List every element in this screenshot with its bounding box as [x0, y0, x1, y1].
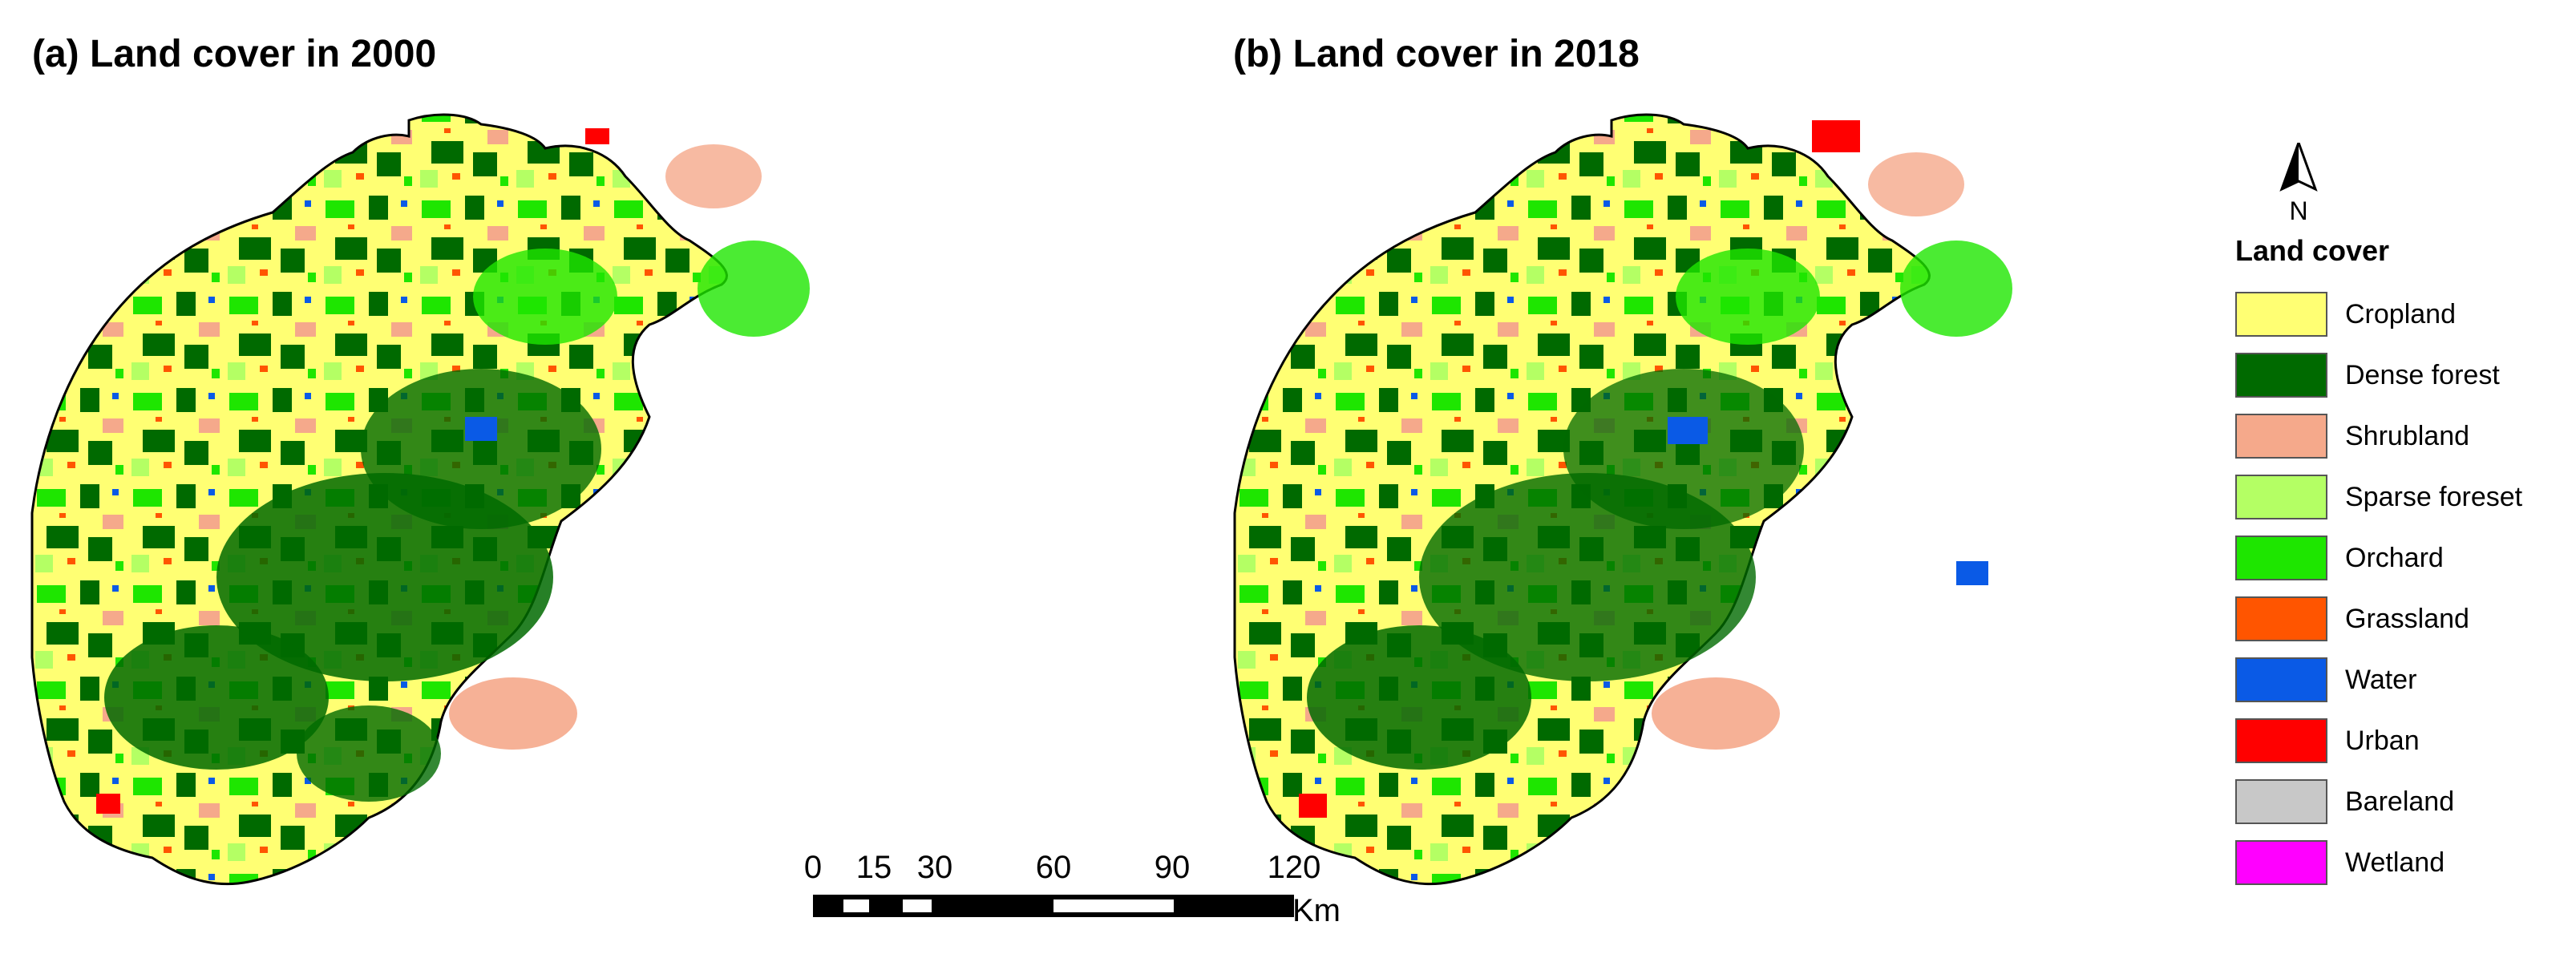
legend-swatch: [2235, 353, 2327, 398]
scale-tick-label: 90: [1154, 850, 1191, 885]
legend-swatch: [2235, 292, 2327, 337]
scale-tick-label: 30: [916, 850, 953, 885]
legend-swatch: [2235, 718, 2327, 763]
legend-item: Bareland: [2235, 771, 2522, 832]
legend-swatch: [2235, 475, 2327, 519]
legend-item: Urban: [2235, 710, 2522, 771]
legend-swatch: [2235, 414, 2327, 459]
legend-item: Orchard: [2235, 528, 2522, 588]
legend-label: Orchard: [2345, 542, 2444, 573]
legend-swatch: [2235, 779, 2327, 824]
legend-item: Water: [2235, 649, 2522, 710]
legend-label: Grassland: [2345, 603, 2469, 634]
map-panel-b: [1233, 113, 2012, 886]
legend-label: Water: [2345, 664, 2417, 695]
scale-unit: Km: [1292, 893, 1341, 928]
legend-item: Sparse foreset: [2235, 467, 2522, 528]
legend-item: Dense forest: [2235, 345, 2522, 406]
scale-tick-label: 60: [1035, 850, 1072, 885]
north-label: N: [2289, 196, 2307, 223]
scale-tick-label: 0: [803, 850, 823, 885]
legend-title: Land cover: [2235, 234, 2390, 267]
legend-label: Cropland: [2345, 298, 2456, 329]
map-panel-a: [30, 113, 810, 886]
legend-swatch: [2235, 536, 2327, 580]
legend-label: Shrubland: [2345, 420, 2470, 451]
legend-item: Cropland: [2235, 284, 2522, 345]
legend-label: Dense forest: [2345, 359, 2500, 390]
panel-b-title: (b) Land cover in 2018: [1233, 33, 1640, 75]
scale-tick-label: 120: [1267, 850, 1321, 885]
scale-tick-label: 15: [855, 850, 892, 885]
legend-swatch: [2235, 657, 2327, 702]
legend-label: Sparse foreset: [2345, 481, 2523, 512]
north-arrow-icon: N: [2279, 143, 2318, 223]
scale-bar: 0 15 30 60 90 120 Km: [804, 850, 1341, 928]
legend-label: Urban: [2345, 725, 2420, 756]
legend-swatch: [2235, 840, 2327, 885]
legend-items: Cropland Dense forest Shrubland Sparse fore…: [2235, 284, 2522, 893]
legend-label: Bareland: [2345, 786, 2455, 817]
legend: Land cover Cropland Dense forest Shrubland…: [2235, 234, 2522, 893]
legend-item: Wetland: [2235, 832, 2522, 893]
legend-label: Wetland: [2345, 847, 2445, 878]
scale-tick-labels: 0 15 30 60 90 120: [804, 850, 1334, 890]
panel-a-title: (a) Land cover in 2000: [32, 33, 437, 75]
legend-item: Grassland: [2235, 588, 2522, 649]
legend-item: Shrubland: [2235, 406, 2522, 467]
legend-swatch: [2235, 596, 2327, 641]
scale-bar-graphic: [813, 890, 1334, 922]
